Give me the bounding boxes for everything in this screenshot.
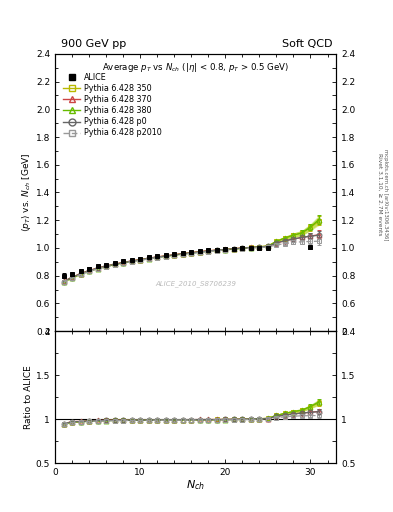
Y-axis label: Ratio to ALICE: Ratio to ALICE <box>24 366 33 429</box>
Text: Average $p_T$ vs $N_{ch}$ ($|\eta|$ < 0.8, $p_T$ > 0.5 GeV): Average $p_T$ vs $N_{ch}$ ($|\eta|$ < 0.… <box>102 61 289 74</box>
X-axis label: $N_{ch}$: $N_{ch}$ <box>186 479 205 493</box>
Legend: ALICE, Pythia 6.428 350, Pythia 6.428 370, Pythia 6.428 380, Pythia 6.428 p0, Py: ALICE, Pythia 6.428 350, Pythia 6.428 37… <box>62 72 163 139</box>
Text: 900 GeV pp: 900 GeV pp <box>61 38 126 49</box>
Text: Soft QCD: Soft QCD <box>282 38 332 49</box>
Text: Rivet 3.1.10, ≥ 2.7M events: Rivet 3.1.10, ≥ 2.7M events <box>377 153 382 236</box>
Text: mcplots.cern.ch [arXiv:1306.3436]: mcplots.cern.ch [arXiv:1306.3436] <box>383 149 387 240</box>
Text: ALICE_2010_S8706239: ALICE_2010_S8706239 <box>155 281 236 287</box>
Y-axis label: $\langle p_T \rangle$ vs. $N_{ch}$ [GeV]: $\langle p_T \rangle$ vs. $N_{ch}$ [GeV] <box>20 153 33 232</box>
